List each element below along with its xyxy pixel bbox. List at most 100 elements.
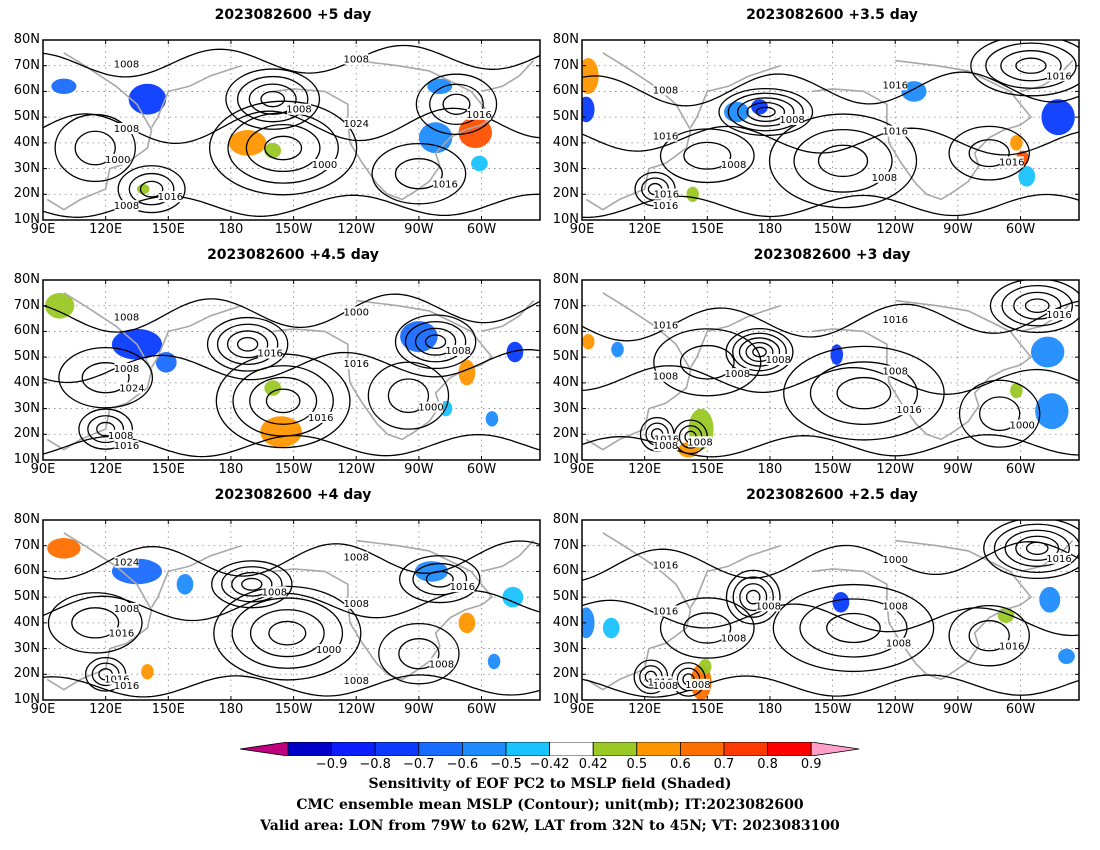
high-pressure-contour <box>394 158 443 190</box>
low-pressure-contour <box>1025 541 1049 555</box>
low-pressure-contour <box>1004 529 1070 567</box>
sensitivity-shade <box>487 653 501 670</box>
lon-tick-label: 90W <box>943 462 973 477</box>
lon-tick-label: 180 <box>757 462 783 477</box>
isobar-label-bg <box>999 156 1024 168</box>
panel-title: 2023082600 +3 day <box>753 247 911 263</box>
low-pressure-contour <box>128 172 175 206</box>
isobar-label-bg <box>418 401 443 413</box>
lat-tick-label: 10N <box>13 212 40 227</box>
lat-tick-label: 10N <box>552 452 579 467</box>
lat-tick-label: 40N <box>552 374 579 390</box>
isobar-label: 1016 <box>883 80 908 91</box>
lat-tick-label: 50N <box>13 349 40 365</box>
high-pressure-contour <box>387 378 430 414</box>
low-pressure-contour <box>96 421 116 437</box>
isobar-label-bg <box>316 644 341 656</box>
isobar-contour <box>582 541 1079 581</box>
isobar-label: 1000 <box>105 155 130 166</box>
isobar-label: 1008 <box>344 599 369 610</box>
low-pressure-contour <box>226 330 269 359</box>
low-pressure-contour <box>442 93 471 115</box>
isobar-label: 1000 <box>883 555 908 566</box>
isobar-label-bg <box>262 586 287 598</box>
sensitivity-shade <box>1030 336 1065 368</box>
isobar-label-bg <box>883 314 908 326</box>
lat-tick-label: 10N <box>13 692 40 707</box>
low-pressure-contour <box>993 523 1079 573</box>
high-pressure-contour <box>367 361 450 430</box>
high-pressure-contour <box>227 112 339 184</box>
sensitivity-shade <box>51 78 77 94</box>
lat-tick-label: 80N <box>552 32 579 47</box>
low-pressure-contour <box>78 408 134 450</box>
high-pressure-contour <box>968 620 1010 652</box>
isobar-label: 1008 <box>114 604 139 615</box>
colorbar <box>239 741 860 757</box>
coastline <box>585 292 692 451</box>
isobar-label: 1016 <box>257 349 282 360</box>
isobar-label: 1008 <box>756 601 781 612</box>
isobar-label: 1008 <box>114 60 139 71</box>
colorbar-swatch <box>549 741 594 757</box>
isobar-contour <box>582 599 1079 637</box>
low-pressure-contour <box>989 280 1079 334</box>
lon-tick-label: 120W <box>337 222 376 237</box>
isobar-label: 1008 <box>653 85 678 96</box>
lat-tick-label: 50N <box>13 589 40 605</box>
colorbar-swatch <box>723 741 768 757</box>
lon-tick-label: 120E <box>628 462 662 477</box>
isobar-label: 1008 <box>108 431 133 442</box>
low-pressure-contour <box>755 106 776 118</box>
low-pressure-contour <box>260 90 286 108</box>
sensitivity-shade <box>176 574 194 595</box>
colorbar-max-arrow <box>810 741 860 757</box>
isobar-label: 1016 <box>344 359 369 370</box>
coastline <box>811 59 1033 201</box>
lat-tick-label: 80N <box>552 512 579 527</box>
coastline <box>150 544 242 608</box>
sensitivity-shade <box>602 617 620 639</box>
lon-tick-label: 90E <box>30 462 56 477</box>
lon-tick-label: 60W <box>1005 702 1036 717</box>
isobar-label-bg <box>886 637 911 649</box>
isobar-label: 1000 <box>1009 421 1034 432</box>
lon-tick-label: 120W <box>876 462 915 477</box>
coastline <box>689 64 781 128</box>
isobar-label: 1016 <box>883 315 908 326</box>
lon-tick-label: 120W <box>337 702 376 717</box>
isobar-label: 1000 <box>344 307 369 318</box>
sensitivity-shade <box>1010 382 1023 399</box>
isobar-label: 1016 <box>450 582 475 593</box>
isobar-label: 1016 <box>1046 71 1071 82</box>
high-pressure-contour <box>817 144 869 178</box>
map-panel: 1008101610161008101610081000101610161008… <box>553 273 1080 477</box>
low-pressure-contour <box>248 83 297 115</box>
lat-tick-label: 20N <box>13 426 40 442</box>
coastline <box>585 532 692 691</box>
isobar-label-bg <box>446 345 471 356</box>
isobar-label-bg <box>883 125 908 137</box>
isobar-label-bg <box>119 382 144 394</box>
low-pressure-contour <box>412 562 468 596</box>
sensitivity-shade <box>155 352 177 373</box>
isobar-contour <box>43 540 540 580</box>
lat-tick-label: 30N <box>13 160 40 176</box>
high-pressure-contour <box>958 379 1041 448</box>
coastline <box>46 52 153 211</box>
lon-tick-label: 150E <box>690 702 724 717</box>
colorbar-tick-label: 0.6 <box>670 757 691 772</box>
isobar-label: 1016 <box>654 190 679 201</box>
high-pressure-contour <box>81 362 130 394</box>
high-pressure-contour <box>653 328 762 397</box>
map-svg: 1008101610161008101610081000101610161008… <box>581 279 1080 461</box>
isobar-label-bg <box>312 159 337 170</box>
isobar-label: 1008 <box>685 680 710 691</box>
isobar-label-bg <box>114 680 139 692</box>
lat-tick-label: 30N <box>552 640 579 656</box>
lon-tick-label: 90E <box>569 222 595 237</box>
colorbar-tick-label: 0.8 <box>757 757 778 772</box>
lon-tick-label: 180 <box>757 222 783 237</box>
high-pressure-contour <box>968 139 1010 168</box>
lon-tick-label: 180 <box>218 462 244 477</box>
